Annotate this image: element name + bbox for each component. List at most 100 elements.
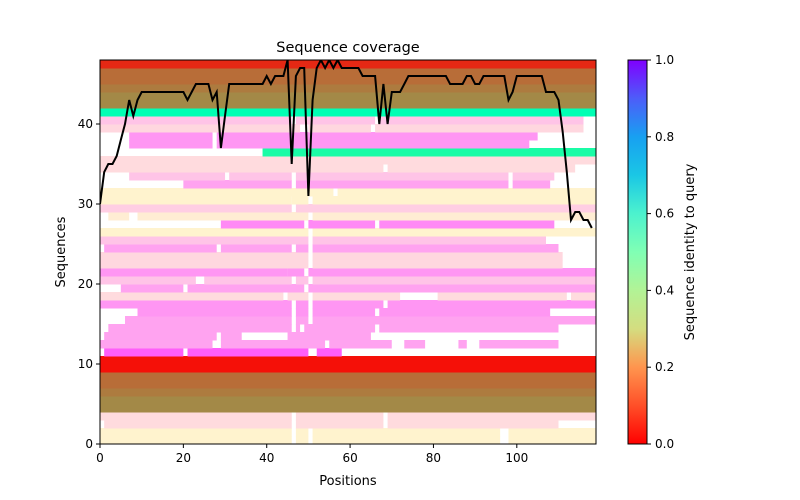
coverage-segment [100, 188, 334, 197]
coverage-segment [570, 292, 596, 301]
coverage-segment [100, 396, 596, 405]
coverage-segment [508, 436, 596, 444]
chart-title: Sequence coverage [276, 40, 420, 56]
coverage-segment [220, 340, 326, 349]
y-axis-label: Sequences [54, 216, 69, 287]
coverage-segment [312, 244, 559, 253]
coverage-segment [100, 380, 596, 389]
coverage-segment [100, 252, 309, 261]
coverage-segment [187, 284, 305, 293]
coverage-segment [312, 212, 596, 221]
coverage-segment [312, 236, 546, 245]
coverage-segment [100, 228, 309, 237]
coverage-segment [312, 436, 501, 444]
coverage-line [100, 60, 593, 229]
coverage-segment [387, 420, 559, 429]
y-tick-label: 0 [85, 437, 93, 451]
coverage-segment [295, 428, 309, 437]
coverage-segment [100, 364, 596, 373]
coverage-segment [295, 308, 309, 317]
coverage-segment [129, 140, 213, 149]
coverage-segment [100, 292, 284, 301]
coverage-segment [220, 244, 292, 253]
coverage-segment [295, 436, 309, 444]
x-axis: 0 20 40 60 80 100 [96, 444, 528, 465]
coverage-segment [100, 76, 596, 85]
coverage-segment [108, 212, 130, 221]
coverage-segment [312, 292, 401, 301]
coverage-segment [220, 220, 305, 229]
coverage-segment [287, 268, 305, 277]
colorbar-tick-label: 0.0 [655, 437, 674, 451]
colorbar-tick-label: 0.8 [655, 130, 674, 144]
colorbar-axis: 0.0 0.2 0.4 0.6 0.8 1.0 [647, 53, 674, 451]
coverage-segment [387, 164, 576, 173]
coverage-segment [287, 292, 309, 301]
coverage-segment [329, 340, 392, 349]
coverage-segment [100, 92, 596, 101]
coverage-segment [216, 132, 538, 141]
coverage-segment [100, 412, 292, 421]
x-tick-label: 20 [176, 451, 191, 465]
coverage-segment [316, 348, 342, 357]
coverage-segment [100, 300, 292, 309]
coverage-segment [104, 332, 217, 341]
coverage-segment [100, 372, 596, 381]
coverage-segment [375, 124, 584, 133]
coverage-segment [100, 124, 301, 133]
coverage-segment [295, 324, 301, 333]
coverage-segment [308, 220, 376, 229]
coverage-segment [295, 172, 509, 181]
coverage-segment [295, 420, 384, 429]
colorbar [627, 59, 648, 445]
coverage-segment [295, 244, 309, 253]
coverage-segment [137, 212, 309, 221]
coverage-segment [308, 124, 371, 133]
coverage-segment [100, 388, 596, 397]
coverage-segment [387, 300, 596, 309]
coverage-segment [312, 428, 501, 437]
x-tick-label: 100 [505, 451, 528, 465]
y-tick-label: 30 [78, 197, 93, 211]
coverage-segment [295, 316, 309, 325]
coverage-segment [100, 340, 213, 349]
coverage-segment [304, 324, 376, 333]
coverage-segment [100, 60, 596, 69]
x-axis-label: Positions [319, 474, 377, 489]
coverage-segment [104, 420, 292, 429]
coverage-segment [512, 172, 555, 181]
coverage-segment [120, 284, 184, 293]
coverage-segment [312, 308, 376, 317]
coverage-segment [312, 300, 384, 309]
y-tick-label: 20 [78, 277, 93, 291]
colorbar-tick-label: 1.0 [655, 53, 674, 67]
colorbar-tick-label: 0.4 [655, 283, 674, 297]
coverage-segment [404, 340, 426, 349]
coverage-segment [183, 180, 292, 189]
coverage-segment [291, 196, 309, 205]
coverage-segment [458, 340, 467, 349]
coverage-segment [312, 196, 596, 205]
coverage-segment [129, 172, 226, 181]
coverage-segment [100, 356, 596, 365]
coverage-segment [137, 308, 292, 317]
coverage-segment [100, 68, 596, 77]
coverage-segment [100, 268, 288, 277]
y-axis: 0 10 20 30 40 [78, 117, 100, 451]
x-tick-label: 0 [96, 451, 104, 465]
coverage-segment [295, 180, 509, 189]
colorbar-tick-label: 0.2 [655, 360, 674, 374]
coverage-segment [104, 348, 184, 357]
x-tick-label: 40 [259, 451, 274, 465]
x-tick-label: 80 [426, 451, 441, 465]
coverage-segment [204, 276, 292, 285]
coverage-segment [508, 428, 596, 437]
plot-frame [99, 59, 597, 445]
coverage-segment [100, 108, 596, 117]
coverage-segment [308, 284, 596, 293]
coverage-segment [125, 316, 292, 325]
coverage-segment [379, 324, 559, 333]
coverage-segment [337, 188, 596, 197]
coverage-segment [187, 348, 309, 357]
coverage-segment [229, 172, 292, 181]
